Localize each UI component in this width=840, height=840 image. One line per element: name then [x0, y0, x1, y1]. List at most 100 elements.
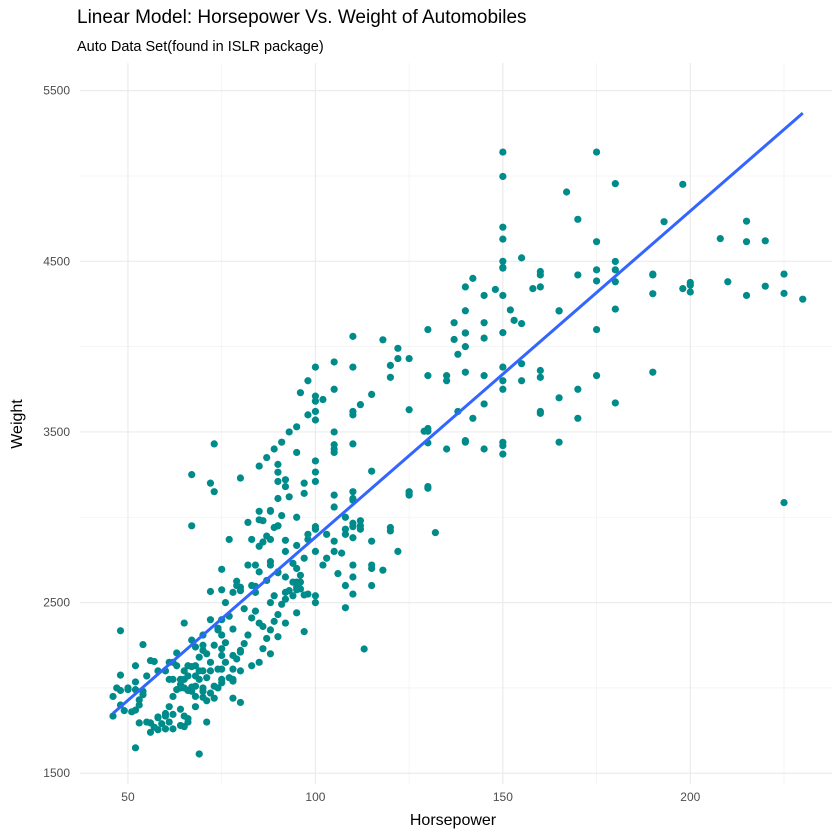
data-point: [536, 373, 544, 381]
data-point: [184, 662, 192, 670]
data-point: [131, 744, 140, 752]
data-point: [180, 619, 188, 627]
data-point: [206, 658, 215, 666]
data-point: [469, 274, 477, 282]
data-point: [536, 366, 544, 375]
data-point: [311, 592, 320, 600]
data-point: [244, 631, 252, 639]
data-point: [289, 578, 297, 586]
data-point: [221, 639, 230, 647]
data-point: [236, 474, 245, 482]
data-point: [255, 619, 263, 627]
data-point: [379, 336, 387, 344]
data-point: [274, 633, 282, 641]
data-point: [236, 648, 245, 656]
x-tick-label: 200: [680, 790, 700, 804]
data-point: [686, 288, 694, 296]
data-point: [191, 703, 200, 711]
data-point: [499, 172, 507, 181]
data-point: [184, 715, 192, 723]
data-point: [491, 285, 499, 294]
data-point: [210, 682, 218, 690]
data-point: [218, 565, 226, 573]
data-point: [360, 645, 368, 653]
data-point: [323, 554, 331, 562]
data-point: [229, 675, 237, 683]
data-point: [368, 390, 376, 399]
data-point: [761, 237, 769, 245]
data-point: [611, 180, 619, 188]
data-point: [330, 503, 338, 511]
data-point: [394, 354, 402, 363]
data-point: [184, 672, 192, 680]
data-point: [266, 598, 275, 607]
data-point: [281, 619, 290, 627]
data-point: [195, 675, 203, 683]
data-point: [236, 698, 245, 707]
data-point: [229, 625, 237, 633]
data-point: [405, 406, 413, 414]
data-point: [173, 686, 181, 694]
data-point: [469, 414, 477, 422]
data-point: [274, 477, 282, 486]
data-point: [195, 750, 203, 758]
data-point: [424, 325, 432, 334]
data-point: [679, 180, 687, 188]
data-point: [233, 655, 241, 663]
data-point: [146, 728, 155, 736]
data-point: [218, 631, 226, 639]
data-point: [394, 344, 402, 352]
data-point: [143, 672, 151, 680]
data-point: [386, 373, 394, 381]
data-point: [278, 511, 286, 520]
data-point: [251, 561, 260, 569]
data-point: [266, 558, 275, 566]
data-point: [244, 561, 252, 569]
data-point: [780, 270, 788, 278]
data-point: [611, 257, 619, 266]
data-point: [611, 266, 619, 274]
data-point: [349, 573, 357, 581]
data-point: [686, 281, 694, 289]
data-point: [135, 701, 143, 709]
data-point: [281, 588, 290, 596]
regression-line: [112, 112, 804, 715]
data-point: [188, 471, 196, 479]
data-point: [131, 662, 140, 670]
data-point: [379, 566, 387, 574]
data-point: [536, 283, 544, 291]
data-point: [405, 488, 413, 496]
data-point: [225, 535, 233, 544]
data-point: [480, 400, 488, 408]
data-point: [461, 368, 469, 376]
data-point: [218, 651, 226, 660]
data-point: [199, 641, 207, 649]
data-point: [349, 411, 357, 419]
data-point: [176, 705, 185, 713]
data-point: [248, 662, 256, 670]
data-point: [210, 694, 218, 702]
data-point: [368, 581, 376, 590]
data-point: [518, 360, 526, 368]
data-point: [124, 686, 132, 694]
x-tick-labels: 50 100 150 200: [121, 790, 700, 804]
data-point: [244, 518, 252, 526]
data-point: [319, 395, 327, 404]
data-point: [592, 238, 601, 246]
data-point: [135, 696, 143, 704]
data-point: [529, 285, 537, 293]
data-point: [266, 506, 275, 515]
data-point: [742, 217, 751, 225]
data-point: [349, 440, 357, 448]
data-point: [270, 523, 278, 532]
data-point: [323, 530, 331, 538]
data-point: [330, 441, 338, 449]
data-point: [649, 290, 657, 298]
data-point: [780, 498, 788, 507]
data-point: [499, 264, 507, 272]
data-point: [480, 291, 488, 300]
data-point: [679, 285, 687, 293]
data-point: [165, 675, 173, 683]
data-point: [255, 658, 263, 666]
data-point: [499, 450, 507, 458]
